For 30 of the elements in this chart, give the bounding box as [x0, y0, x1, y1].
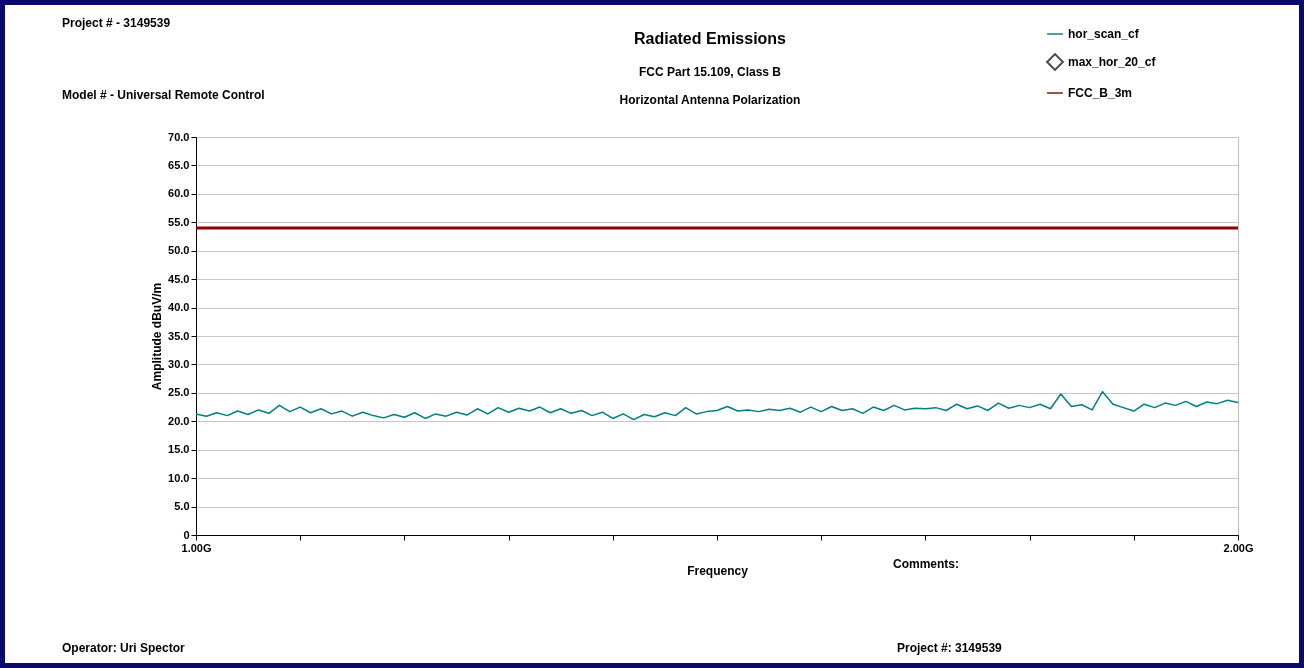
y-tick-label: 15.0 [168, 443, 190, 456]
text: Model # - Universal Remote Control [62, 88, 265, 102]
text: Project # - 3149539 [62, 16, 171, 30]
legend-label: hor_scan_cf [1068, 27, 1140, 41]
y-axis-title: Amplitude dBuV/m [150, 282, 165, 391]
text: Comments: [893, 557, 960, 571]
x-tick-label: 2.00G [1223, 541, 1254, 554]
y-tick-label: 25.0 [168, 386, 190, 399]
text: Project #: 3149539 [897, 641, 1002, 655]
y-tick-label: 70.0 [168, 130, 190, 143]
legend-label: max_hor_20_cf [1068, 55, 1157, 69]
chart-subtitle: FCC Part 15.109, Class B Horizontal Antenna Polarization [618, 65, 802, 107]
y-tick-label: 40.0 [168, 301, 190, 314]
y-tick-label: 30.0 [168, 357, 190, 370]
chart-title: Radiated Emissions [632, 30, 787, 48]
y-tick-label: 5.0 [174, 500, 190, 513]
y-tick-label: 50.0 [168, 244, 190, 257]
y-tick-label: 0 [183, 528, 190, 541]
y-tick-label: 35.0 [168, 329, 190, 342]
x-axis-title: Frequency [687, 563, 749, 578]
y-tick-label: 65.0 [168, 158, 190, 171]
line-series [195, 390, 1239, 421]
y-tick-label: 10.0 [168, 471, 190, 484]
y-tick-label: 45.0 [168, 272, 190, 285]
y-tick-label: 20.0 [168, 414, 190, 427]
y-tick-label: 60.0 [168, 187, 190, 200]
y-tick-label: 55.0 [168, 215, 190, 228]
x-tick-label: 1.00G [181, 541, 212, 554]
text: Operator: Uri Spector [62, 641, 185, 655]
legend-label: FCC_B_3m [1068, 86, 1133, 100]
